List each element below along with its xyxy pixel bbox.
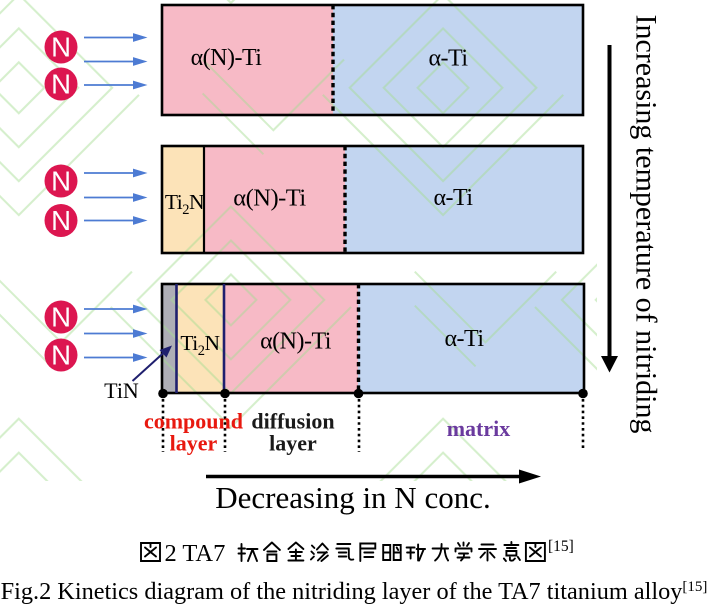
svg-text:matrix: matrix bbox=[447, 416, 511, 441]
svg-text:α(N)-Ti: α(N)-Ti bbox=[191, 45, 263, 71]
svg-text:α-Ti: α-Ti bbox=[428, 46, 468, 72]
svg-text:α-Ti: α-Ti bbox=[433, 185, 473, 211]
svg-text:layer: layer bbox=[269, 431, 317, 456]
svg-text:TiN: TiN bbox=[104, 378, 139, 403]
svg-text:α-Ti: α-Ti bbox=[444, 326, 484, 352]
svg-text:N: N bbox=[51, 166, 71, 197]
svg-text:Decreasing in N conc.: Decreasing in N conc. bbox=[215, 480, 490, 515]
svg-text:[15]: [15] bbox=[548, 538, 574, 555]
svg-text:diffusion: diffusion bbox=[251, 409, 334, 434]
svg-text:Increasing temperature of nitr: Increasing temperature of nitriding bbox=[630, 14, 663, 433]
svg-text:N: N bbox=[51, 69, 71, 100]
svg-text:Ti2N: Ti2N bbox=[180, 331, 220, 359]
svg-text:Ti2N: Ti2N bbox=[165, 190, 205, 218]
svg-text:N: N bbox=[51, 205, 71, 236]
svg-text:layer: layer bbox=[170, 431, 218, 456]
svg-text:α(N)-Ti: α(N)-Ti bbox=[233, 185, 306, 212]
svg-text:α(N)-Ti: α(N)-Ti bbox=[260, 329, 332, 355]
svg-text:Fig.2 Kinetics diagram of the: Fig.2 Kinetics diagram of the nitriding … bbox=[1, 578, 708, 605]
svg-text:2 TA7: 2 TA7 bbox=[165, 540, 226, 567]
svg-text:N: N bbox=[51, 340, 71, 371]
svg-text:N: N bbox=[51, 32, 71, 63]
svg-text:N: N bbox=[51, 302, 71, 333]
svg-text:compound: compound bbox=[144, 409, 243, 434]
